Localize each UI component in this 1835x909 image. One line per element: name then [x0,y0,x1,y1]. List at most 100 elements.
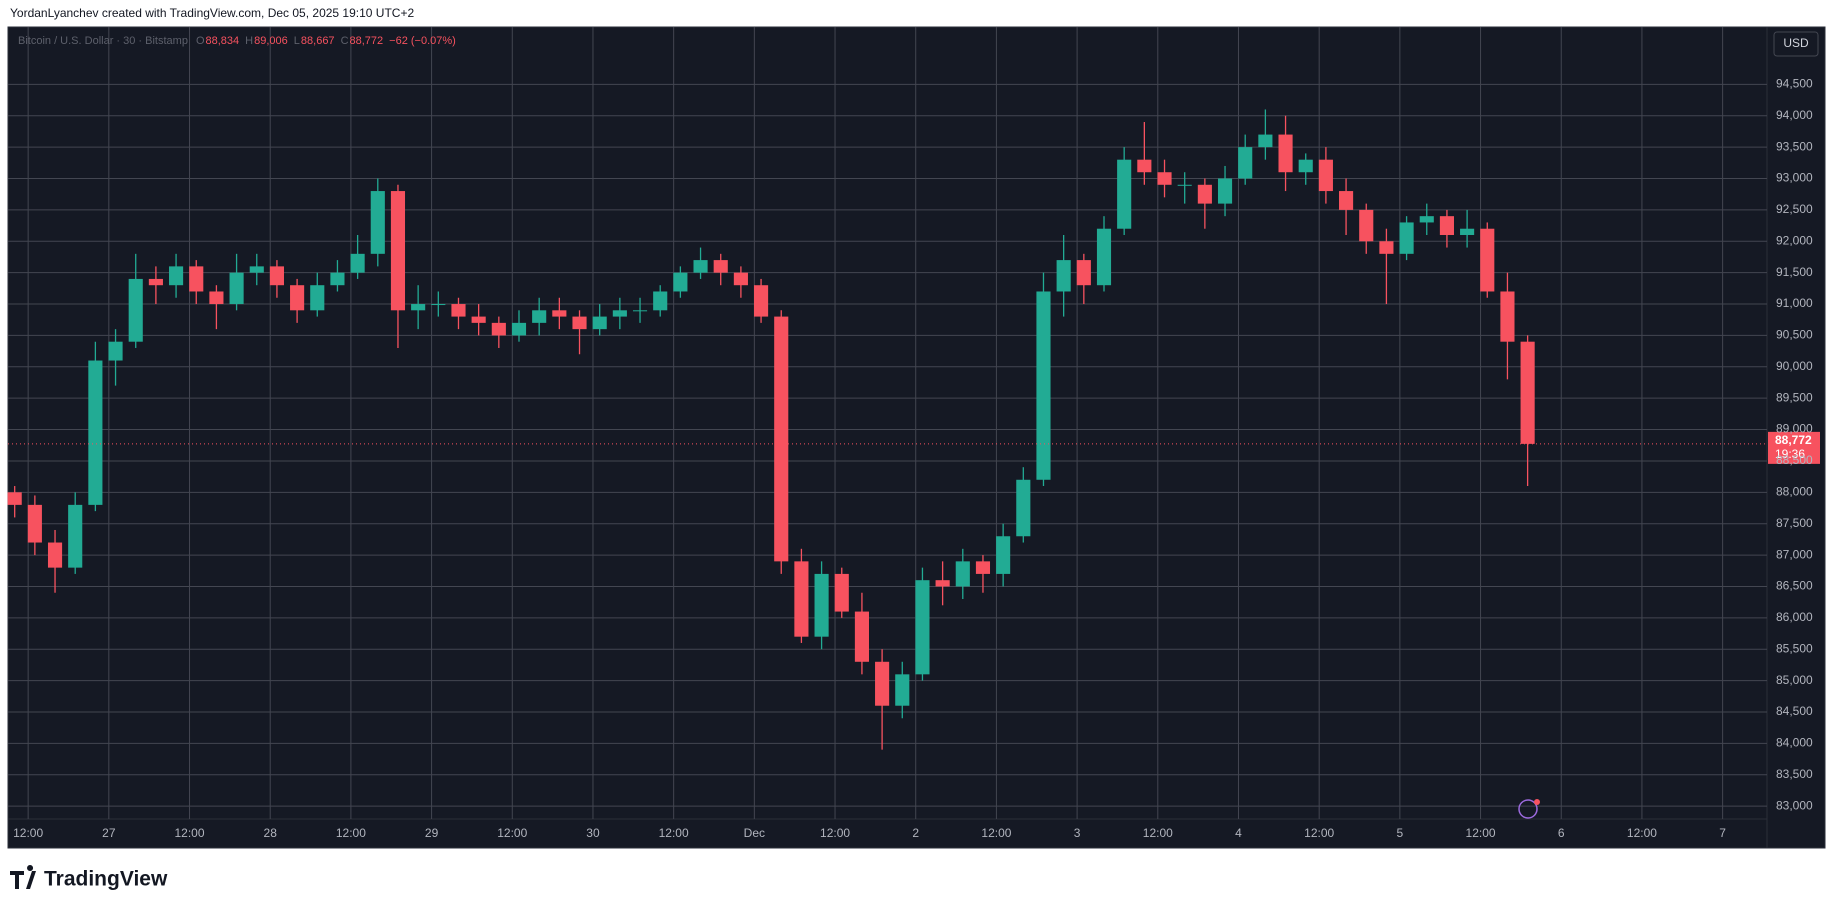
x-tick-label: 2 [912,826,919,840]
candle-body [511,322,527,336]
countdown: 19:36 [1775,447,1805,461]
x-tick-label: 12:00 [175,826,205,840]
candle-body [189,266,204,292]
candle-body [451,304,466,317]
x-tick-label: 12:00 [13,826,43,840]
y-tick-label: 87,500 [1776,516,1813,530]
x-tick-label: 7 [1719,826,1726,840]
candle-body [27,504,42,543]
candle-body [491,322,506,336]
candle-body [47,542,63,568]
candle-body [1298,159,1313,173]
x-tick-label: 12:00 [336,826,366,840]
ohlc-value: 88,772 [350,35,384,47]
candle-body [7,492,22,505]
candle-body [1359,209,1374,242]
y-tick-label: 84,500 [1776,704,1813,718]
candle-body [552,310,567,317]
x-tick-label: 4 [1235,826,1242,840]
candle-body [673,272,688,292]
last-price-label: 88,772 [1775,433,1812,447]
candle-body [1096,228,1112,286]
x-tick-label: 29 [425,826,439,840]
candle-body [229,272,244,305]
candle-body [1217,178,1233,204]
candle-body [794,561,809,637]
candle-body [1379,241,1394,254]
ohlc-value: 88,834 [206,35,240,47]
candle-body [754,285,769,317]
candle-body [572,316,587,330]
candle-body [108,341,123,361]
y-tick-label: 90,000 [1776,359,1813,373]
candle-body [148,278,163,286]
candle-body [1157,172,1172,185]
candle-body [1117,159,1132,229]
x-tick-label: 12:00 [1466,826,1496,840]
candle-body [88,360,103,505]
y-tick-label: 91,500 [1776,265,1813,279]
candle-body [68,504,83,568]
candle-body [713,260,728,273]
x-tick-label: 27 [102,826,116,840]
candle-body [471,316,486,323]
candle-body [431,304,446,306]
currency[interactable]: USD [1783,36,1809,50]
x-tick-label: 12:00 [981,826,1011,840]
ohlc-key: O [196,35,205,47]
candle-body [1036,291,1051,480]
candle-body [1137,159,1152,173]
symbol: Bitcoin / U.S. Dollar · 30 · Bitstamp [18,35,188,47]
y-tick-label: 94,000 [1776,108,1813,122]
candle-body [1520,341,1535,444]
y-tick-label: 86,000 [1776,610,1813,624]
x-tick-label: 12:00 [659,826,689,840]
candle-body [1399,222,1414,254]
y-tick-label: 85,500 [1776,641,1813,655]
y-tick-label: 89,000 [1776,422,1813,436]
alert-dot [1534,799,1540,805]
y-tick-label: 94,500 [1776,77,1813,91]
candle-body [814,573,829,637]
last-price-tag [1768,431,1820,464]
candle-body [1238,147,1253,179]
candle-body [632,310,648,312]
x-tick-label: 12:00 [1627,826,1657,840]
candle-body [1318,159,1333,192]
candle-body [875,661,890,706]
chart-panel [7,26,1826,849]
x-tick-label: 30 [586,826,600,840]
candle-body [1177,184,1192,186]
candle-body [774,316,789,562]
candle-body [592,316,607,330]
candle-body [612,310,627,317]
x-tick-label: 28 [264,826,278,840]
candle-body [854,611,869,662]
candle-body [1258,134,1273,148]
candle-body [1056,260,1071,292]
currency-button[interactable] [1773,31,1819,57]
y-tick-label: 83,500 [1776,767,1813,781]
candle-body [269,266,284,286]
y-tick-label: 88,500 [1776,453,1813,467]
brand-logo [10,865,36,889]
candle-body [915,580,930,675]
candle-body [1339,191,1354,210]
x-tick-label: 6 [1558,826,1565,840]
x-tick-label: 12:00 [820,826,850,840]
candle-body [249,266,264,273]
y-tick-label: 89,500 [1776,390,1813,404]
y-tick-label: 88,000 [1776,484,1813,498]
y-tick-label: 84,000 [1776,736,1813,750]
candle-body [733,272,748,286]
candle-body [895,674,910,706]
candle-body [1419,216,1434,223]
y-tick-label: 83,000 [1776,798,1813,812]
ohlc-key: H [245,35,253,47]
candle-body [390,191,406,311]
candle-body [350,253,365,273]
candle-body [532,310,547,323]
candle-body [975,561,991,574]
